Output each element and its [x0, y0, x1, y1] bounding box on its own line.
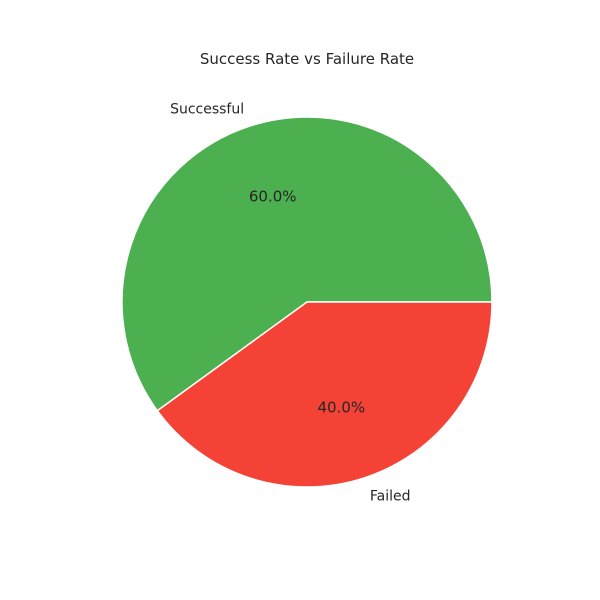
slice-label-successful: Successful [170, 101, 244, 117]
pie-labels: Successful 60.0% Failed 40.0% [170, 101, 410, 504]
pie-slice-failed [156, 301, 493, 488]
percent-label-successful: 60.0% [249, 187, 297, 205]
pie-slice-successful [121, 116, 493, 412]
slice-label-failed: Failed [370, 489, 411, 505]
percent-label-failed: 40.0% [317, 399, 365, 417]
pie-slices [121, 116, 493, 488]
chart-title: Success Rate vs Failure Rate [200, 50, 414, 68]
